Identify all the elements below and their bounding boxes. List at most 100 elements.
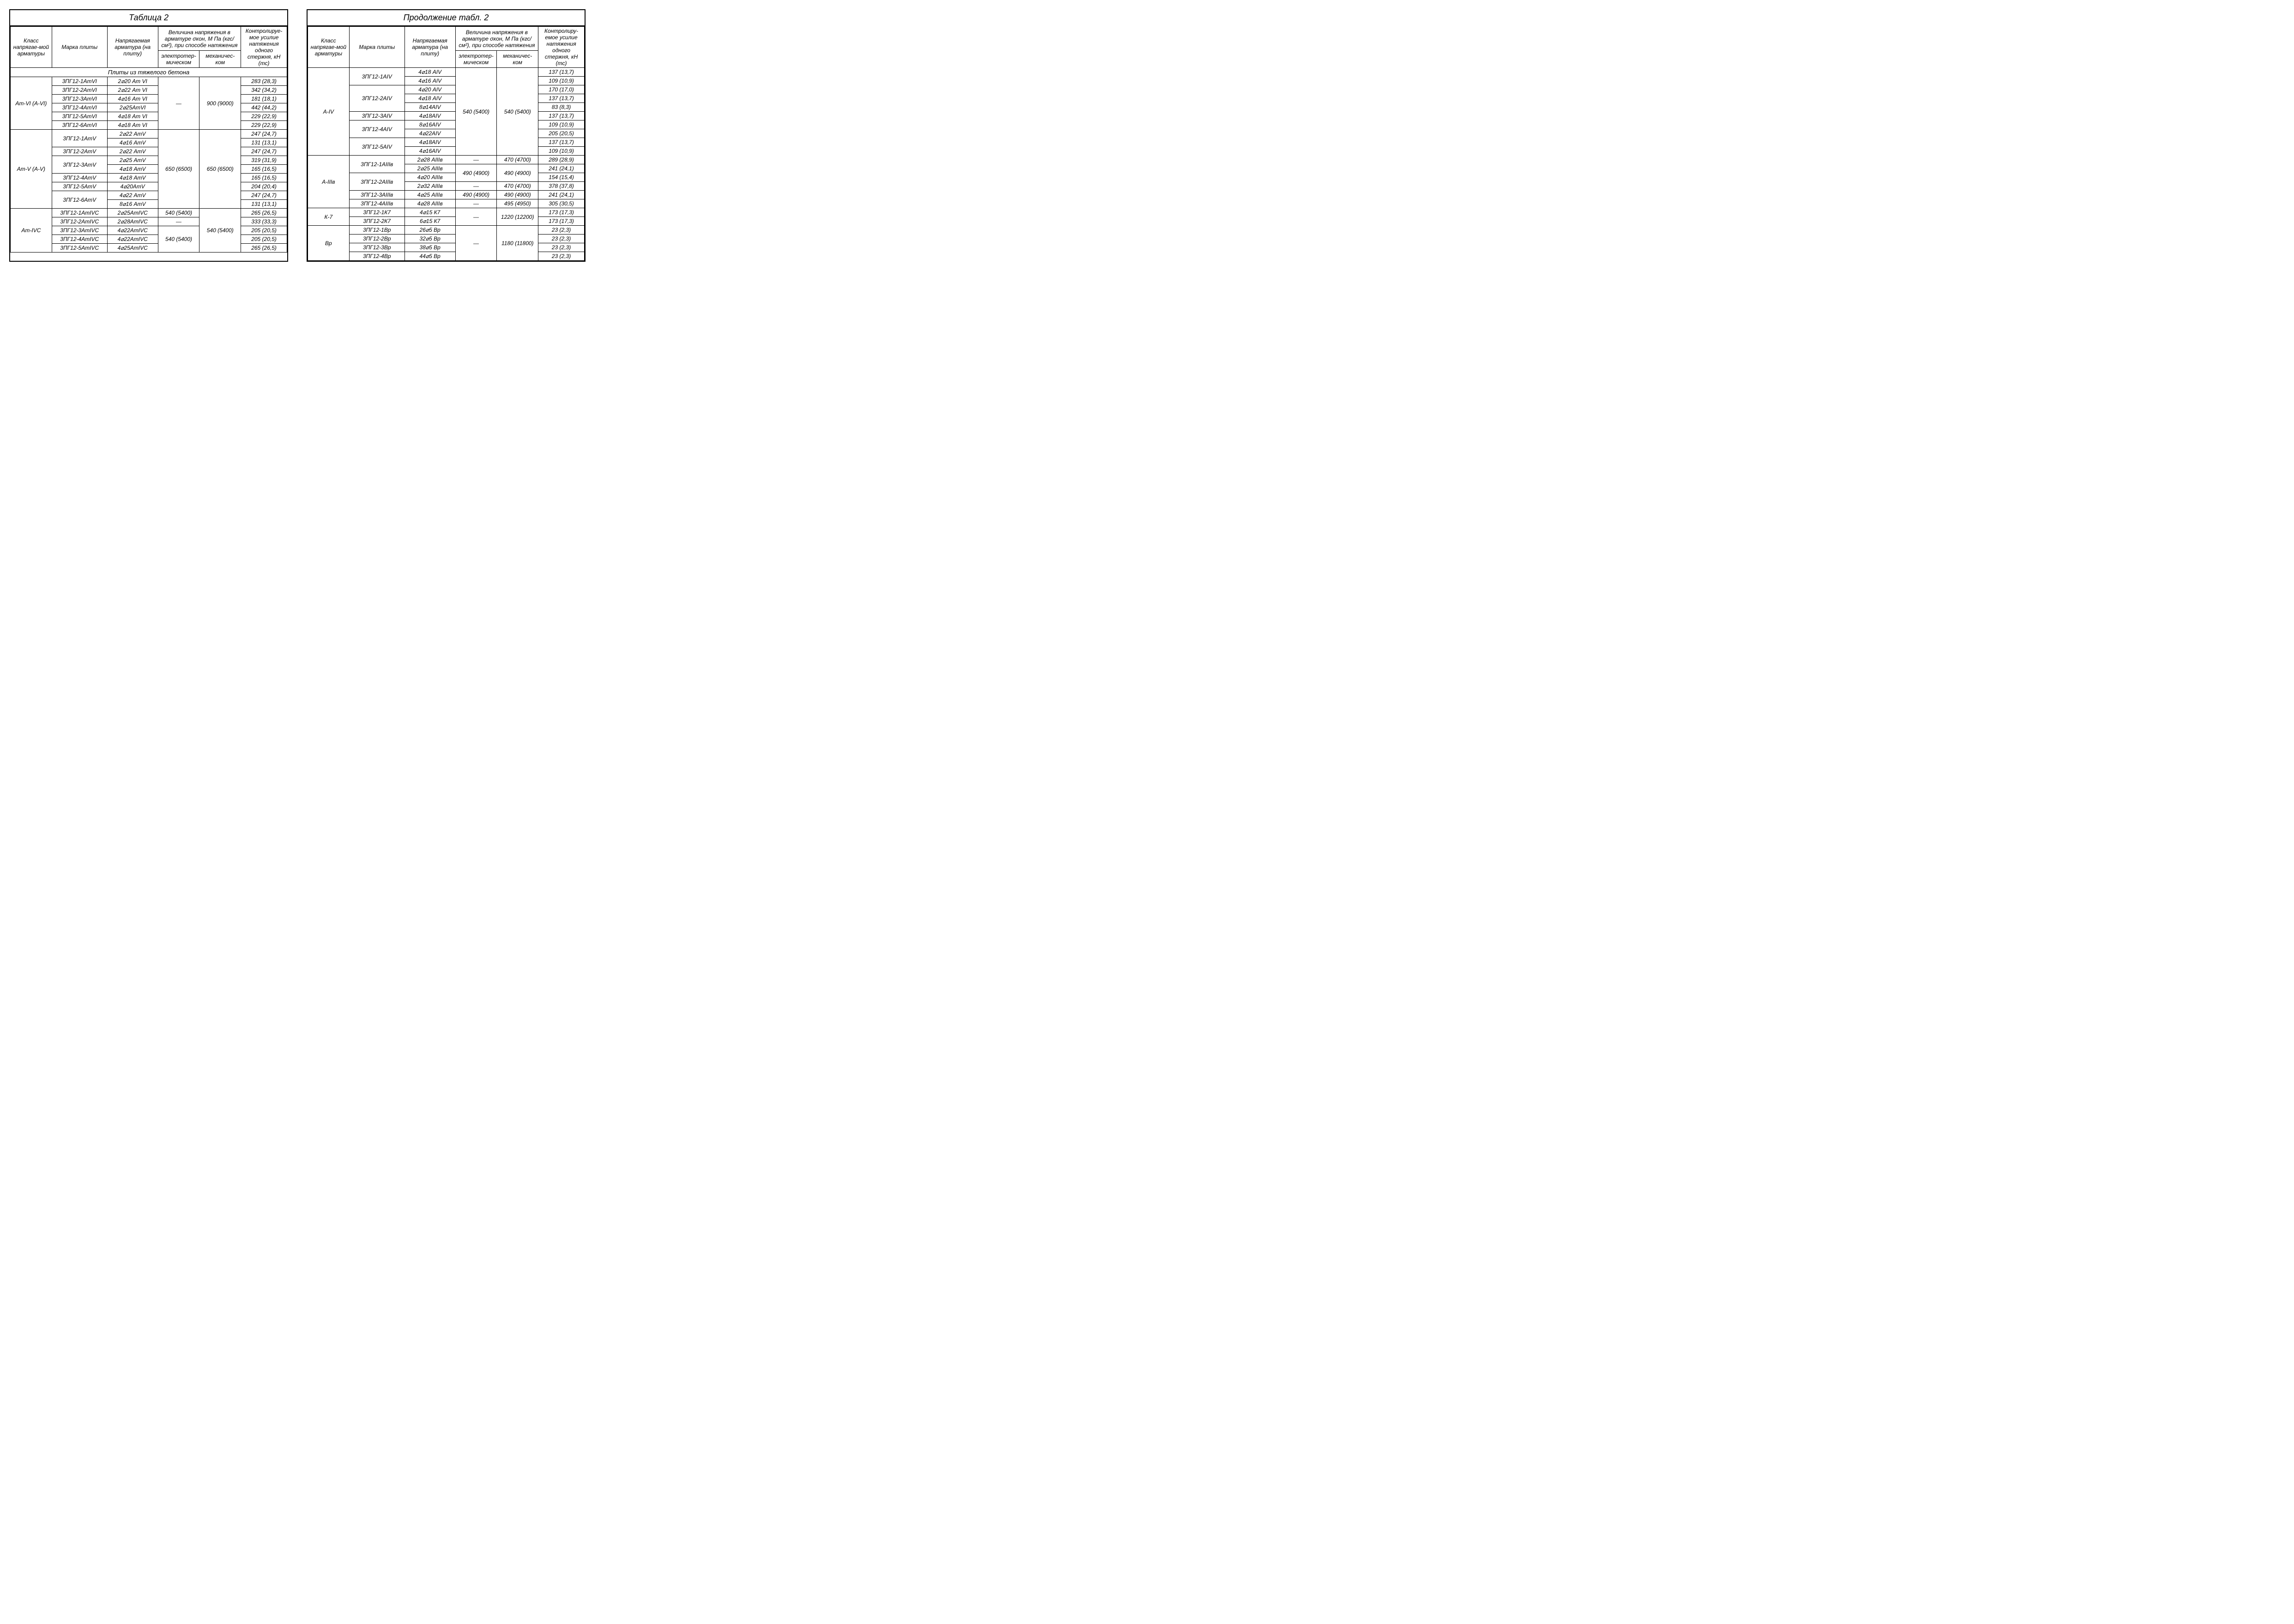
cell: 4⌀16 АтV (107, 138, 158, 147)
cell: 1180 (11800) (497, 226, 538, 261)
table-row: 3ПГ12-4АIV8⌀16АIV109 (10,9) (308, 120, 585, 129)
cell: 241 (24,1) (538, 164, 585, 173)
cell: 32⌀5 Вр (404, 235, 455, 243)
table-row: 3ПГ12-5АтV4⌀20АтV204 (20,4) (11, 182, 287, 191)
table-row: 3ПГ12-4Вр44⌀5 Вр23 (2,3) (308, 252, 585, 261)
cell: 109 (10,9) (538, 147, 585, 156)
cell: 137 (13,7) (538, 112, 585, 120)
cell: 241 (24,1) (538, 191, 585, 199)
cell: 265 (26,5) (241, 244, 287, 253)
cell: 4⌀15 К7 (404, 208, 455, 217)
cell: 3ПГ12-2АтVI (52, 86, 107, 95)
cell: 495 (4950) (497, 199, 538, 208)
cell: 470 (4700) (497, 156, 538, 164)
table-row: 3ПГ12-2АтVI2⌀22 Ат VI342 (34,2) (11, 86, 287, 95)
cell: 4⌀18 Ат VI (107, 112, 158, 121)
cell: 4⌀22АтIVС (107, 235, 158, 244)
cell: 4⌀16 Ат VI (107, 95, 158, 103)
cell: 3ПГ12-1АIV (349, 68, 404, 85)
cell: К-7 (308, 208, 350, 226)
table-row: 3ПГ12-6АтVI4⌀18 Ат VI 229 (22,9) (11, 121, 287, 130)
cell: 2⌀20 Ат VI (107, 77, 158, 86)
head-c: Напрягаемая арматура (на плиту) (107, 27, 158, 68)
cell: 490 (4900) (455, 191, 497, 199)
cell: 1220 (12200) (497, 208, 538, 226)
cell: 650 (6500) (158, 130, 199, 209)
cell: — (455, 226, 497, 261)
cell: 154 (15,4) (538, 173, 585, 182)
table-right: Продолжение табл. 2 Класс напрягае-мой а… (307, 9, 586, 262)
cell: 3ПГ12-1К7 (349, 208, 404, 217)
table-row: 3ПГ12-5АтVI4⌀18 Ат VI229 (22,9) (11, 112, 287, 121)
cell: 4⌀16АIV (404, 147, 455, 156)
cell: 3ПГ12-6АтVI (52, 121, 107, 130)
cell: 4⌀18 АIV (404, 94, 455, 103)
table-row: А-IV3ПГ12-1АIV4⌀18 АIV540 (5400)540 (540… (308, 68, 585, 77)
cell: 3ПГ12-1Вр (349, 226, 404, 235)
cell: 4⌀20 АIIIв (404, 173, 455, 182)
cell: 229 (22,9) (241, 121, 287, 130)
cell: 490 (4900) (455, 164, 497, 182)
cell: 490 (4900) (497, 164, 538, 182)
cell: — (455, 156, 497, 164)
table-row: 3ПГ12-6АтV4⌀22 АтV247 (24,7) (11, 191, 287, 200)
cell: 305 (30,5) (538, 199, 585, 208)
cell: 3ПГ12-3АтIVС (52, 226, 107, 235)
cell: 204 (20,4) (241, 182, 287, 191)
cell: 4⌀18АIV (404, 138, 455, 147)
cell: 540 (5400) (455, 68, 497, 156)
cell: 319 (31,9) (241, 156, 287, 165)
cell: 3ПГ12-3Вр (349, 243, 404, 252)
cell: 3ПГ12-2АтV (52, 147, 107, 156)
cell: 3ПГ12-2АтIVС (52, 217, 107, 226)
head-d-r: Величина напряжения в арматуре σкон, М П… (455, 27, 538, 51)
cell: — (455, 199, 497, 208)
cell: 109 (10,9) (538, 77, 585, 85)
table-row: 3ПГ12-2АтV2⌀22 АтV247 (24,7) (11, 147, 287, 156)
head-d2: механичес-ком (199, 51, 241, 68)
cell: 3ПГ12-2Вр (349, 235, 404, 243)
table-row: 3ПГ12-4АтV4⌀18 АтV 165 (16,5) (11, 174, 287, 182)
cell: 4⌀22АIV (404, 129, 455, 138)
cell: А-IIIв (308, 156, 350, 208)
cell: 137 (13,7) (538, 138, 585, 147)
cell: 131 (13,1) (241, 200, 287, 209)
cell: 4⌀20 АIV (404, 85, 455, 94)
table-row: 3ПГ12-3АIIIв4⌀25 АIIIв490 (4900)490 (490… (308, 191, 585, 199)
cell: 38⌀5 Вр (404, 243, 455, 252)
cell: 283 (28,3) (241, 77, 287, 86)
cell: 342 (34,2) (241, 86, 287, 95)
table-row: 3ПГ12-5АIV4⌀18АIV137 (13,7) (308, 138, 585, 147)
cell: 3ПГ12-1АIIIв (349, 156, 404, 173)
cell: 2⌀22 АтV (107, 147, 158, 156)
head-e-r: Контролиру-емое усилие натяжения одного … (538, 27, 585, 68)
cell: 900 (9000) (199, 77, 241, 130)
cell: 4⌀18 Ат VI (107, 121, 158, 130)
cell: 3ПГ12-4АтV (52, 174, 107, 182)
head-d1: электротер-мическом (158, 51, 199, 68)
cell: 540 (5400) (158, 226, 199, 253)
table-row: Ат-IVС3ПГ12-1АтIVС2⌀25АтIVС540 (5400)540… (11, 209, 287, 217)
cell: 3ПГ12-3АтV (52, 156, 107, 174)
cell: 3ПГ12-5АIV (349, 138, 404, 156)
head-b-r: Марка плиты (349, 27, 404, 68)
cell: 3ПГ12-3АтVI (52, 95, 107, 103)
cell: 165 (16,5) (241, 165, 287, 174)
cell: А-IV (308, 68, 350, 156)
cell: 170 (17,0) (538, 85, 585, 94)
cell: 540 (5400) (497, 68, 538, 156)
cell: 3ПГ12-6АтV (52, 191, 107, 209)
cell: — (158, 217, 199, 226)
table-row: 3ПГ12-2АтIVС2⌀28АтIVС—333 (33,3) (11, 217, 287, 226)
cell: 4⌀18 АтV (107, 174, 158, 182)
cell: 4⌀20АтV (107, 182, 158, 191)
cell: 247 (24,7) (241, 191, 287, 200)
cell: 165 (16,5) (241, 174, 287, 182)
data-table-right: Класс напрягае-мой арматуры Марка плиты … (308, 26, 585, 261)
cell: 333 (33,3) (241, 217, 287, 226)
cell: 8⌀14АIV (404, 103, 455, 112)
table-row: 3ПГ12-2Вр32⌀5 Вр23 (2,3) (308, 235, 585, 243)
data-table-left: Класс напрягае-мой арматуры Марка плиты … (10, 26, 287, 253)
cell: 3ПГ12-4АIV (349, 120, 404, 138)
cell: 131 (13,1) (241, 138, 287, 147)
